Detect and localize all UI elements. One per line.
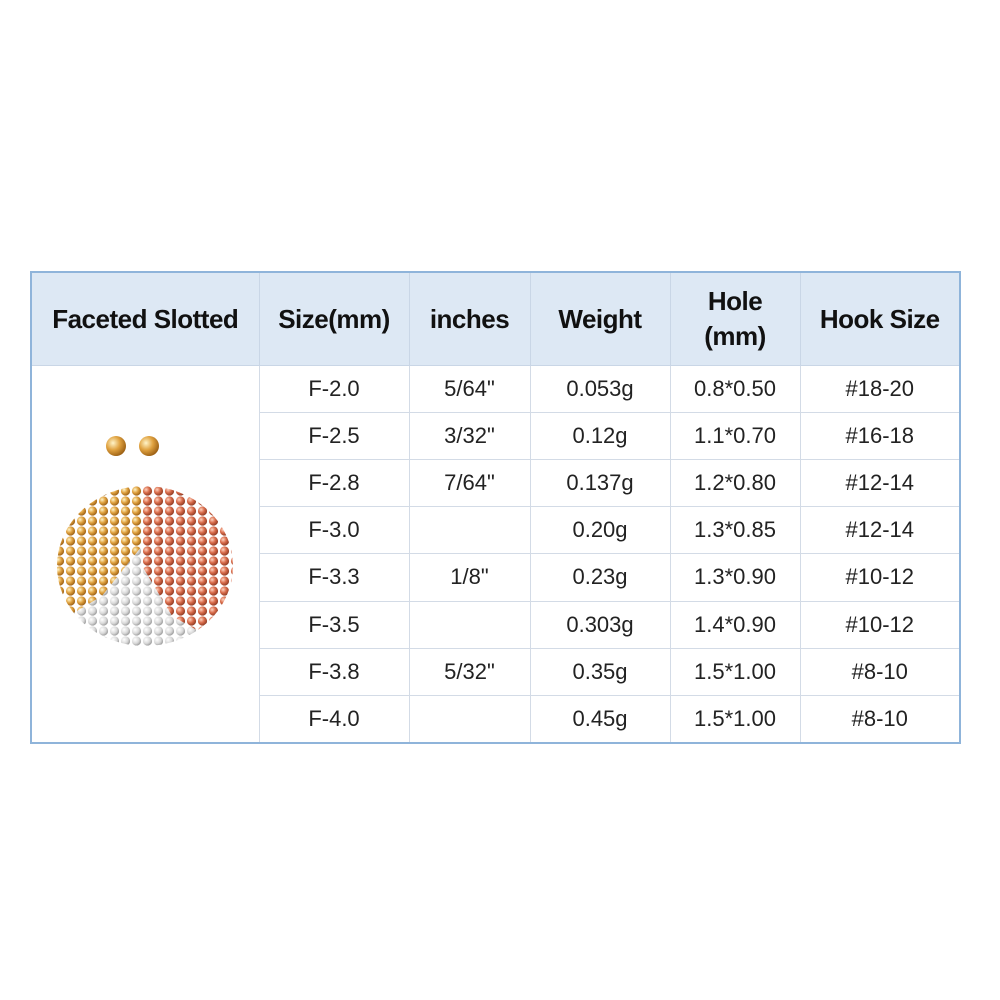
table-cell: #16-18 [799,412,961,461]
table-cell: F-2.8 [258,459,410,508]
bead [106,436,126,456]
table-cell [408,694,531,744]
header-cell: inches [408,271,531,366]
table-cell: 1/8" [408,553,531,602]
header-cell: Size(mm) [258,271,410,366]
table-cell: 1.5*1.00 [669,694,801,744]
table-row: F-3.0 0.20g 1.3*0.85 #12-14 [31,506,961,555]
table-cell: #18-20 [799,364,961,414]
header-text: Hole (mm) [704,285,766,351]
table-cell: 5/64" [408,364,531,414]
table-cell: F-3.0 [258,506,410,555]
table-row: F-4.0 0.45g 1.5*1.00 #8-10 [31,694,961,744]
table-cell: 1.5*1.00 [669,647,801,696]
table-cell: #10-12 [799,600,961,649]
header-cell: Faceted Slotted [30,271,260,366]
table-cell: F-2.0 [258,364,410,414]
table-cell: 0.20g [529,506,671,555]
header-cell: Hole (mm) [669,271,801,366]
table-cell: 0.45g [529,694,671,744]
spec-table: Faceted Slotted Size(mm) inches Weight H… [30,271,961,744]
table-cell: 0.35g [529,647,671,696]
table-cell: 5/32" [408,647,531,696]
table-cell: 1.3*0.90 [669,553,801,602]
bead [139,436,159,456]
image-cell [30,365,260,744]
table-cell: 1.3*0.85 [669,506,801,555]
table-cell: 0.137g [529,459,671,508]
table-cell: 7/64" [408,459,531,508]
table-cell [408,506,531,555]
table-row: F-3.3 1/8" 0.23g 1.3*0.90 #10-12 [31,553,961,602]
header-cell: Hook Size [799,271,961,366]
table-cell: 0.053g [529,364,671,414]
table-row: F-2.8 7/64" 0.137g 1.2*0.80 #12-14 [31,459,961,508]
header-row: Faceted Slotted Size(mm) inches Weight H… [30,271,961,366]
table-cell: #12-14 [799,459,961,508]
table-cell: 0.12g [529,412,671,461]
table-cell: #10-12 [799,553,961,602]
header-cell: Weight [529,271,671,366]
product-image [57,436,233,646]
table-cell: #12-14 [799,506,961,555]
table-cell: #8-10 [799,694,961,744]
bead-pile [57,486,233,646]
table-cell: #8-10 [799,647,961,696]
table-cell [408,600,531,649]
table-cell: F-4.0 [258,694,410,744]
table-row: F-3.8 5/32" 0.35g 1.5*1.00 #8-10 [31,647,961,696]
table-cell: 3/32" [408,412,531,461]
table-cell: F-3.3 [258,553,410,602]
table-cell: F-3.8 [258,647,410,696]
table-cell: 0.303g [529,600,671,649]
table-cell: 1.2*0.80 [669,459,801,508]
table-cell: 0.23g [529,553,671,602]
table-row: F-2.0 5/64" 0.053g 0.8*0.50 #18-20 [30,364,961,744]
table-cell: 0.8*0.50 [669,364,801,414]
table-cell: 1.1*0.70 [669,412,801,461]
table-cell: F-3.5 [258,600,410,649]
table-cell: F-2.5 [258,412,410,461]
table-cell: 1.4*0.90 [669,600,801,649]
